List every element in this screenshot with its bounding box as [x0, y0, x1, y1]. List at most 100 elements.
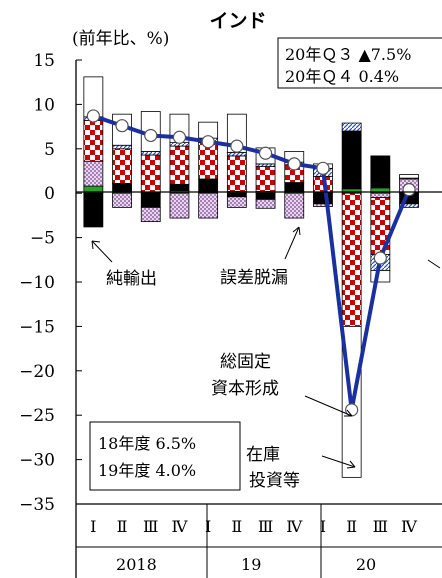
net-exports-segment [169, 183, 190, 191]
x-tick-label: Ⅲ [143, 517, 158, 536]
x-tick-label: Ⅰ [205, 517, 211, 536]
private-consumption-segment [370, 270, 391, 283]
annotation-inventory-line-2: 投資等 [249, 471, 300, 491]
errors-omissions-segment [198, 192, 219, 219]
net-exports-segment [198, 178, 219, 193]
errors-omissions-segment [226, 196, 247, 208]
gdp-point [373, 251, 387, 265]
x-year-label: 20 [356, 555, 376, 574]
y-tick-label: −30 [19, 451, 55, 471]
bar-stack [169, 113, 190, 219]
gdp-point [258, 146, 273, 160]
gdp-point [115, 119, 129, 133]
bar-stack [226, 113, 247, 208]
quarter-growth-box: 20年Ｑ３ ▲7.5% 20年Ｑ４ 0.4% [277, 37, 442, 89]
x-tick-label: Ⅳ [401, 517, 418, 536]
gdp-point [201, 135, 215, 149]
fiscal-box-line-2: 19年度 4.0% [98, 461, 196, 480]
gfcf-segment [140, 154, 161, 193]
gfcf-segment [255, 166, 276, 192]
gdp-line-layer [86, 109, 416, 417]
annotation-net-exports: 純輸出 [106, 269, 157, 289]
annotations: 純輸出 誤差脱漏 総固定 資本形成 在庫 投資等 [91, 226, 441, 491]
y-tick-label: −10 [19, 273, 55, 293]
errors-omissions-segment [140, 207, 161, 223]
errors-omissions-segment [370, 192, 391, 199]
y-tick-label: 10 [33, 95, 55, 115]
x-year-label: 19 [241, 555, 261, 574]
bar-stack [83, 76, 104, 228]
x-tick-label: Ⅲ [373, 517, 388, 536]
gfcf-segment [83, 119, 104, 162]
y-axis-tick-labels: 15 10 5 0 −5 −10 −15 −20 −25 −30 −35 [19, 51, 55, 515]
errors-omissions-segment [169, 192, 190, 219]
bars-layer [83, 76, 419, 478]
x-year-label: 2018 [116, 555, 157, 574]
errors-omissions-segment [284, 192, 305, 219]
government-consumption-segment [112, 144, 132, 150]
gfcf-segment [341, 192, 362, 327]
fiscal-year-box: 18年度 6.5% 19年度 4.0% [89, 421, 241, 491]
x-tick-label: Ⅰ [90, 517, 96, 536]
gfcf-segment [226, 155, 247, 192]
gfcf-segment [112, 148, 132, 184]
gfcf-segment [169, 145, 190, 185]
x-tick-label: Ⅱ [231, 517, 242, 536]
gdp-point [172, 130, 187, 144]
chart-title: インド [209, 10, 266, 32]
x-tick-label: Ⅳ [171, 517, 188, 536]
y-tick-label: −25 [19, 406, 55, 426]
errors-omissions-segment [313, 203, 333, 207]
y-tick-label: −5 [30, 229, 55, 249]
net-exports-segment [226, 192, 247, 198]
government-consumption-segment [399, 203, 419, 208]
x-tick-label: Ⅲ [258, 517, 273, 536]
errors-omissions-segment [255, 199, 276, 209]
net-exports-segment [313, 192, 333, 205]
y-tick-label: −15 [19, 317, 55, 337]
net-exports-segment [255, 192, 276, 200]
gdp-point [230, 139, 244, 153]
bar-stack [370, 155, 391, 283]
net-exports-segment [140, 192, 161, 208]
net-exports-segment [83, 192, 104, 228]
x-axis-year-labels: 2018 19 20 [116, 555, 376, 574]
bar-stack [198, 121, 219, 219]
annotation-inventory-line-1: 在庫 [246, 445, 280, 465]
annotation-gfcf-line-2: 資本形成 [211, 379, 279, 399]
y-axis-label: (前年比、%) [72, 29, 169, 49]
y-tick-label: 15 [33, 51, 55, 71]
annotation-gfcf-line-1: 総固定 [220, 352, 271, 372]
y-tick-label: −20 [19, 362, 55, 382]
errors-omissions-segment [83, 160, 104, 187]
government-consumption-segment [341, 122, 362, 132]
x-tick-label: Ⅱ [117, 517, 128, 536]
net-exports-segment [112, 183, 132, 192]
government-consumption-segment [226, 151, 247, 157]
gdp-point [86, 109, 100, 123]
quarter-box-line-1: 20年Ｑ３ ▲7.5% [285, 45, 411, 64]
gdp-point [287, 157, 301, 171]
annotation-errors-omissions: 誤差脱漏 [220, 268, 288, 288]
y-tick-label: 5 [44, 140, 55, 160]
net-exports-segment [341, 130, 362, 190]
gdp-point [402, 183, 416, 197]
x-tick-label: Ⅰ [320, 517, 326, 536]
bar-stack [140, 111, 161, 223]
gdp-point [316, 161, 330, 175]
y-tick-label: −35 [19, 495, 55, 515]
y-tick-label: 0 [44, 184, 55, 204]
x-tick-label: Ⅱ [346, 517, 357, 536]
fiscal-box-line-1: 18年度 6.5% [98, 434, 196, 453]
bar-stack [341, 122, 362, 478]
government-consumption-segment [140, 151, 161, 156]
errors-omissions-segment [112, 192, 132, 208]
axes [75, 59, 442, 578]
net-exports-segment [284, 182, 305, 192]
x-tick-label: Ⅳ [286, 517, 303, 536]
private-consumption-segment [399, 174, 419, 179]
net-exports-segment [370, 155, 391, 189]
gdp-point [144, 128, 158, 143]
